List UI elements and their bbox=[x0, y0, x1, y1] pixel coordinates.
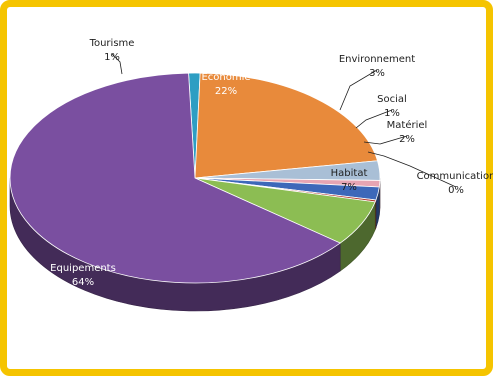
slice-percent-matériel: 2% bbox=[399, 134, 415, 145]
slice-percent-social: 1% bbox=[384, 108, 400, 119]
leader-environnement bbox=[339, 69, 378, 111]
leader-communication bbox=[367, 151, 457, 188]
slice-label-environnement: Environnement bbox=[339, 54, 415, 65]
slice-percent-habitat: 7% bbox=[341, 182, 357, 193]
slice-percent-environnement: 3% bbox=[369, 68, 385, 79]
pie-leaders bbox=[111, 53, 457, 188]
leader-tourisme bbox=[111, 53, 123, 75]
pie-tops bbox=[9, 72, 381, 284]
slice-economie bbox=[194, 72, 379, 179]
slice-label-communication: Communication bbox=[417, 171, 493, 182]
slice-label-habitat: Habitat bbox=[331, 168, 368, 179]
slice-percent-communication: 0% bbox=[448, 185, 464, 196]
pie-labels: Tourisme 1% Economie 22% Environnement 3% Soci… bbox=[50, 38, 493, 288]
slice-label-economie: Economie bbox=[201, 72, 250, 83]
slice-equipements bbox=[9, 72, 342, 284]
leader-matériel bbox=[363, 135, 408, 145]
slice-label-social: Social bbox=[377, 94, 407, 105]
slice-percent-tourisme: 1% bbox=[104, 52, 120, 63]
slice-percent-equipements: 64% bbox=[72, 277, 94, 288]
slice-label-equipements: Equipements bbox=[50, 263, 116, 274]
slice-label-matériel: Matériel bbox=[387, 119, 428, 131]
leader-social bbox=[355, 109, 393, 129]
slice-label-tourisme: Tourisme bbox=[89, 38, 135, 49]
slice-percent-economie: 22% bbox=[215, 86, 237, 97]
